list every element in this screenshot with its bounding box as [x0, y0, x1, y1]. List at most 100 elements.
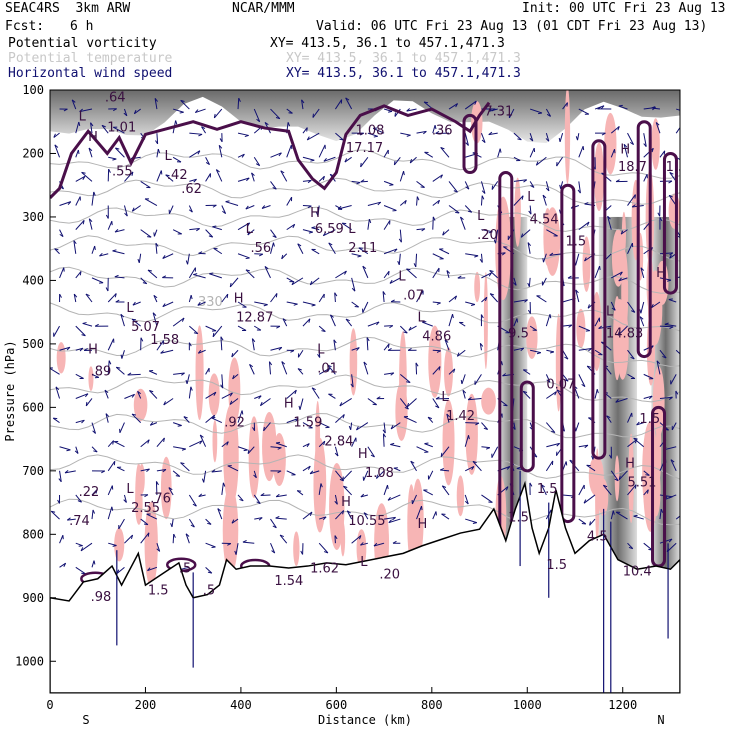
wind-vector — [610, 301, 616, 311]
wind-vector — [91, 245, 96, 254]
wind-vector-head — [85, 401, 88, 407]
wind-vector — [168, 487, 174, 496]
wind-vector — [218, 145, 223, 158]
wind-vector-head — [93, 450, 98, 453]
wind-vector — [171, 519, 174, 528]
wind-vector-head — [404, 200, 407, 205]
wind-vector — [309, 470, 320, 475]
wind-vector-head — [59, 233, 64, 238]
wind-vector-head — [609, 454, 612, 459]
wind-vector-head — [137, 390, 142, 395]
wind-vector — [280, 170, 288, 182]
pv-value-label: .76 — [150, 492, 171, 507]
wind-vector-head — [88, 218, 93, 223]
wind-vector — [480, 253, 483, 263]
wind-vector-head — [520, 347, 525, 352]
wind-vector — [108, 156, 117, 160]
wind-vector — [137, 391, 142, 399]
wind-vector — [140, 468, 150, 472]
wind-vector-head — [619, 271, 623, 276]
wind-vector — [59, 562, 66, 568]
wind-vector — [422, 321, 433, 327]
wind-vector-head — [309, 280, 313, 286]
x-tick-label: 1000 — [513, 698, 542, 712]
wind-vector-head — [549, 314, 552, 319]
pv-contour — [662, 151, 678, 295]
wind-vector-head — [438, 366, 441, 371]
wind-vector-head — [567, 275, 572, 279]
wind-vector-head — [131, 171, 134, 176]
wind-vector-head — [207, 571, 212, 574]
wind-vector — [409, 156, 417, 164]
wind-vector — [578, 325, 591, 332]
wind-vector-head — [437, 200, 440, 205]
wind-vector-head — [277, 470, 282, 474]
wind-vector-head — [662, 355, 667, 359]
pv-value-label: 9.5 — [508, 327, 529, 342]
y-tick-label: 400 — [22, 273, 44, 287]
wind-vector — [302, 301, 316, 306]
wind-vector-head — [323, 551, 329, 554]
wind-vector-head — [278, 346, 283, 351]
wind-vector-head — [483, 427, 488, 430]
wind-vector — [189, 150, 201, 158]
wind-vector-head — [681, 358, 685, 359]
wind-vector-head — [468, 435, 470, 440]
wind-vector-head — [249, 363, 254, 368]
wind-vector — [489, 270, 499, 279]
wind-vector — [270, 181, 277, 190]
wind-vector-head — [153, 294, 158, 299]
wind-vector — [59, 470, 62, 482]
wind-vector — [260, 494, 271, 497]
wind-vector-head — [470, 303, 476, 306]
wind-vector — [529, 205, 532, 215]
wind-vector-head — [549, 252, 554, 256]
wind-vector — [345, 97, 353, 110]
wind-vector-head — [291, 281, 295, 285]
wind-vector — [546, 442, 560, 448]
wind-vector-head — [78, 121, 81, 126]
wind-vector-head — [589, 521, 591, 526]
wind-vector-head — [479, 258, 483, 263]
wind-vector-head — [194, 109, 199, 113]
pv-value-label: 5.07 — [131, 320, 160, 335]
wind-vector-head — [342, 510, 345, 515]
wind-vector — [618, 470, 628, 481]
wind-vector — [121, 350, 125, 359]
wind-vector-head — [556, 443, 561, 447]
wind-vector-head — [282, 318, 287, 322]
wind-vector — [589, 518, 596, 526]
wind-vector-head — [78, 545, 83, 547]
wind-vector-head — [376, 396, 381, 400]
wind-vector-head — [503, 404, 508, 407]
wind-vector — [627, 542, 634, 549]
wind-vector — [124, 534, 133, 544]
wind-vector-head — [316, 212, 319, 217]
wind-vector — [270, 446, 282, 449]
wind-vector — [189, 228, 200, 231]
wind-vector — [448, 205, 460, 214]
wind-vector — [270, 108, 281, 120]
wind-vector-head — [88, 147, 93, 152]
wind-vector-head — [74, 450, 79, 454]
wind-vector-head — [568, 324, 573, 328]
wind-vector — [149, 390, 158, 399]
wind-vector — [237, 98, 240, 110]
wind-vector — [172, 422, 182, 427]
wind-vector-head — [421, 228, 426, 232]
wind-vector-head — [387, 343, 390, 348]
wind-vector — [416, 446, 429, 453]
wind-vector — [334, 446, 339, 457]
pv-low-label: L — [606, 304, 614, 319]
wind-vector — [55, 386, 61, 399]
wind-vector — [124, 171, 134, 182]
pv-positive-shading — [564, 90, 571, 184]
wind-vector — [105, 413, 109, 423]
wind-vector-head — [59, 293, 62, 298]
stratosphere-shading — [50, 90, 680, 144]
wind-vector — [651, 301, 661, 309]
wind-vector — [513, 347, 524, 351]
y-tick-label: 300 — [22, 210, 44, 224]
wind-vector-head — [63, 562, 67, 567]
wind-vector-head — [308, 231, 313, 234]
